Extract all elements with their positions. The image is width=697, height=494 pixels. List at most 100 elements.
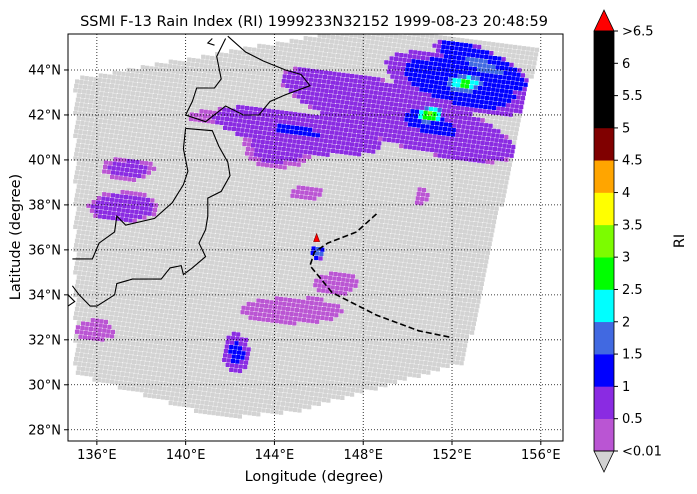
swath-pixel (148, 366, 153, 371)
swath-pixel (258, 330, 264, 335)
swath-pixel (207, 296, 212, 301)
swath-pixel (123, 335, 128, 341)
swath-pixel (384, 355, 389, 361)
swath-pixel (136, 110, 141, 115)
swath-pixel (379, 264, 384, 269)
swath-pixel (262, 199, 267, 204)
swath-pixel (315, 228, 320, 233)
swath-pixel (92, 195, 97, 200)
swath-pixel (144, 274, 149, 280)
swath-pixel (301, 45, 307, 50)
swath-pixel (339, 58, 344, 64)
swath-pixel (247, 388, 252, 393)
swath-pixel (181, 106, 186, 111)
swath-pixel (401, 221, 406, 226)
swath-pixel (190, 244, 195, 249)
swath-pixel (223, 80, 228, 85)
swath-pixel (306, 227, 311, 232)
swath-pixel (129, 100, 134, 105)
swath-pixel (322, 257, 328, 262)
swath-pixel (367, 190, 372, 195)
swath-pixel (74, 284, 80, 289)
swath-pixel (278, 51, 283, 56)
swath-pixel (222, 175, 227, 180)
swath-pixel (92, 377, 97, 382)
swath-pixel (343, 63, 348, 69)
swath-pixel (364, 385, 370, 390)
swath-pixel (395, 230, 400, 235)
swath-pixel (233, 163, 238, 168)
swath-pixel (277, 283, 282, 288)
swath-pixel (338, 63, 343, 68)
swath-pixel (174, 392, 179, 397)
swath-pixel (358, 166, 363, 171)
swath-pixel (371, 372, 377, 377)
swath-pixel (119, 308, 124, 313)
swath-pixel (302, 40, 307, 45)
swath-pixel (187, 303, 193, 308)
swath-pixel (393, 38, 398, 43)
swath-pixel (195, 399, 200, 405)
swath-pixel (108, 274, 113, 279)
swath-pixel (328, 207, 333, 212)
swath-pixel (149, 271, 154, 276)
swath-pixel (217, 84, 222, 89)
swath-pixel (136, 132, 141, 137)
swath-pixel (316, 197, 321, 202)
swath-pixel (421, 215, 426, 220)
swath-pixel (379, 287, 384, 292)
swath-pixel (221, 66, 226, 71)
swath-pixel (155, 308, 160, 313)
swath-pixel (124, 240, 129, 245)
swath-pixel (185, 134, 190, 139)
swath-pixel (195, 131, 200, 136)
swath-pixel (284, 361, 289, 366)
swath-pixel (387, 201, 392, 206)
swath-pixel (232, 259, 237, 264)
swath-pixel (255, 211, 260, 217)
swath-pixel (374, 40, 379, 45)
swath-pixel (373, 272, 378, 277)
swath-pixel (83, 171, 88, 176)
swath-pixel (300, 390, 306, 395)
swath-pixel (389, 215, 394, 220)
swath-pixel (215, 393, 220, 398)
swath-pixel (223, 280, 229, 285)
swath-pixel (383, 155, 388, 160)
swath-pixel (230, 176, 236, 182)
swath-pixel (240, 173, 245, 178)
swath-pixel (117, 89, 123, 94)
swath-pixel (157, 117, 162, 122)
swath-pixel (96, 127, 101, 132)
swath-pixel (391, 47, 396, 52)
swath-pixel (126, 136, 131, 141)
swath-pixel (368, 162, 373, 167)
swath-pixel (235, 268, 240, 273)
swath-pixel (265, 363, 271, 368)
swath-pixel (248, 338, 253, 343)
swath-pixel (353, 238, 358, 243)
swath-pixel (177, 129, 182, 134)
swath-pixel (257, 43, 262, 48)
swath-pixel (172, 292, 177, 297)
swath-pixel (289, 289, 294, 294)
swath-pixel (398, 171, 403, 176)
swath-pixel (246, 188, 251, 193)
swath-pixel (186, 403, 191, 408)
swath-pixel (185, 271, 190, 276)
swath-pixel (387, 269, 392, 275)
swath-pixel (236, 150, 241, 155)
swath-pixel (331, 258, 336, 263)
swath-pixel (80, 166, 85, 171)
swath-pixel (78, 357, 83, 362)
swath-pixel (145, 247, 150, 252)
swath-pixel (250, 261, 255, 266)
swath-pixel (173, 192, 179, 197)
swath-pixel (288, 339, 293, 344)
swath-pixel (389, 306, 394, 311)
swath-pixel (174, 187, 179, 192)
swath-pixel (243, 205, 248, 210)
swath-pixel (158, 249, 163, 254)
swath-pixel (364, 180, 370, 185)
swath-pixel (131, 341, 136, 346)
